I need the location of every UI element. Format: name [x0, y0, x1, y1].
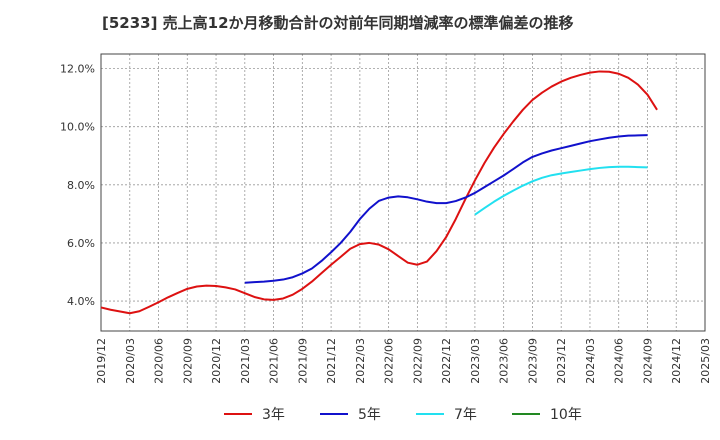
x-tick-label: 2020/09	[181, 338, 194, 384]
y-axis-ticks: 4.0% 6.0% 8.0% 10.0% 12.0%	[60, 63, 95, 309]
x-tick-label: 2025/03	[699, 338, 712, 384]
x-tick-label: 2023/03	[469, 338, 482, 384]
series-line-2	[474, 165, 648, 216]
x-tick-label: 2024/03	[584, 338, 597, 384]
x-tick-label: 2023/12	[555, 338, 568, 384]
plot-background	[101, 54, 705, 331]
x-tick-label: 2021/03	[239, 338, 252, 384]
x-tick-label: 2019/12	[95, 338, 108, 384]
x-tick-label: 2024/09	[641, 338, 654, 384]
x-tick-label: 2020/03	[124, 338, 137, 384]
chart-title: [5233] 売上高12か月移動合計の対前年同期増減率の標準偏差の推移	[102, 14, 574, 32]
x-tick-label: 2020/06	[153, 338, 166, 384]
x-tick-label: 2021/06	[268, 338, 281, 384]
x-tick-label: 2024/12	[670, 338, 683, 384]
plot-border	[100, 53, 706, 332]
x-tick-label: 2022/03	[354, 338, 367, 384]
x-tick-label: 2023/06	[498, 338, 511, 384]
x-tick-label: 2022/06	[383, 338, 396, 384]
y-tick-label: 8.0%	[67, 179, 95, 192]
x-tick-label: 2023/09	[526, 338, 539, 384]
y-tick-label: 4.0%	[67, 295, 95, 308]
x-tick-label: 2024/06	[613, 338, 626, 384]
legend-label-2: 7年	[454, 407, 477, 423]
legend: 3年 5年 7年 10年	[224, 407, 582, 423]
x-tick-label: 2022/12	[440, 338, 453, 384]
x-axis-ticks: 2019/12 2020/03 2020/06 2020/09 2020/12 2021/…	[95, 338, 712, 384]
legend-label-3: 10年	[550, 407, 582, 423]
series-layer	[100, 70, 658, 315]
legend-label-0: 3年	[262, 407, 285, 423]
x-tick-label: 2021/12	[325, 338, 338, 384]
series-line-0	[100, 70, 658, 315]
y-tick-label: 6.0%	[67, 237, 95, 250]
y-tick-label: 12.0%	[60, 63, 95, 76]
x-tick-label: 2020/12	[210, 338, 223, 384]
y-tick-label: 10.0%	[60, 121, 95, 134]
x-tick-label: 2021/09	[296, 338, 309, 384]
series-line-1	[244, 134, 648, 284]
x-tick-label: 2022/09	[411, 338, 424, 384]
grid-layer	[101, 54, 705, 331]
legend-label-1: 5年	[358, 407, 381, 423]
